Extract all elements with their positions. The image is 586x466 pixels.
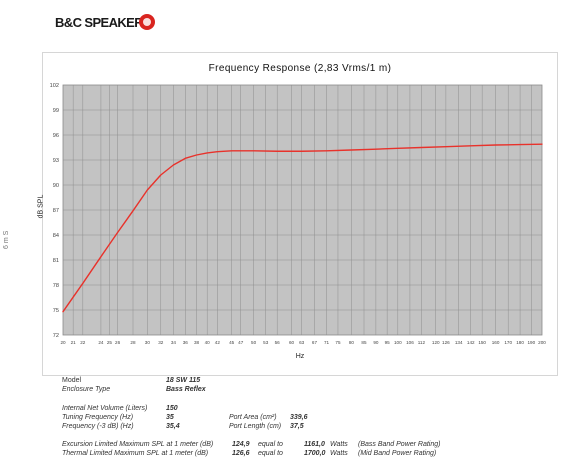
x-tick-label: 80	[349, 340, 355, 345]
x-tick-label: 36	[183, 340, 189, 345]
logo-text: B&C SPEAKERS	[55, 15, 152, 30]
x-tick-label: 95	[385, 340, 391, 345]
spec-model-value: 18 SW 115	[166, 377, 201, 384]
y-tick-label: 72	[53, 333, 59, 339]
x-tick-label: 100	[394, 340, 402, 345]
spec-port-length-value: 37,5	[290, 423, 304, 430]
chart-card: Frequency Response (2,83 Vrms/1 m) dB SP…	[37, 52, 558, 376]
spec-f3-value: 35,4	[166, 423, 180, 430]
y-tick-label: 93	[53, 158, 59, 164]
spec-excursion-value: 124,9	[232, 441, 250, 448]
spec-excursion-unit: Watts	[330, 441, 348, 448]
x-tick-label: 170	[504, 340, 512, 345]
x-tick-label: 32	[158, 340, 164, 345]
spec-excursion-equal: equal to	[258, 441, 283, 448]
spec-model-label: Model	[62, 377, 82, 384]
x-tick-label: 47	[238, 340, 244, 345]
y-tick-label: 75	[53, 308, 59, 314]
spec-port-area-label: Port Area (cm²)	[229, 414, 277, 421]
x-tick-label: 56	[275, 340, 281, 345]
spec-port-length-label: Port Length (cm)	[229, 423, 282, 430]
x-tick-label: 106	[406, 340, 414, 345]
spec-thermal-value: 126,6	[232, 450, 250, 457]
x-tick-label: 30	[145, 340, 151, 345]
response-curve-line	[62, 143, 543, 313]
x-axis-label: Hz	[295, 353, 305, 360]
x-tick-label: 50	[251, 340, 257, 345]
y-tick-label: 78	[53, 283, 59, 289]
frequency-response-plot: 20 21 22 24 25 26 28 30 32 34 36 38 40 42 45 47 50 53 56 60…	[50, 83, 547, 345]
y-tick-label: 81	[53, 258, 59, 264]
x-tick-label: 26	[115, 340, 121, 345]
x-tick-label: 90	[373, 340, 379, 345]
spec-thermal-note: (Mid Band Power Rating)	[358, 450, 437, 457]
x-tick-label: 42	[215, 340, 221, 345]
spec-port-area-value: 339,6	[290, 414, 308, 421]
spec-enclosure-value: Bass Reflex	[166, 386, 206, 393]
x-tick-label: 126	[442, 340, 450, 345]
spec-volume-value: 150	[166, 405, 178, 412]
x-tick-label: 75	[335, 340, 341, 345]
x-tick-label: 38	[194, 340, 200, 345]
y-tick-label: 87	[53, 208, 59, 214]
spec-f3-label: Frequency (-3 dB) (Hz)	[62, 423, 134, 430]
y-tick-label: 102	[50, 83, 59, 89]
x-tick-label: 63	[299, 340, 305, 345]
spec-excursion-note: (Bass Band Power Rating)	[358, 441, 441, 448]
spec-enclosure-label: Enclosure Type	[62, 386, 111, 393]
spec-thermal-label: Thermal Limited Maximum SPL at 1 meter (…	[62, 450, 209, 457]
x-tick-label: 25	[107, 340, 113, 345]
spec-volume-label: Internal Net Volume (Liters)	[62, 405, 148, 412]
x-tick-label: 22	[80, 340, 86, 345]
x-tick-label: 34	[171, 340, 177, 345]
x-tick-label: 134	[455, 340, 463, 345]
y-tick-label: 96	[53, 133, 59, 139]
spec-excursion-watts: 1161,0	[304, 441, 325, 448]
x-tick-label: 85	[361, 340, 367, 345]
x-tick-label: 45	[229, 340, 235, 345]
x-tick-label: 21	[71, 340, 77, 345]
chart-title: Frequency Response (2,83 Vrms/1 m)	[208, 63, 392, 74]
spec-excursion-label: Excursion Limited Maximum SPL at 1 meter…	[62, 441, 214, 448]
x-tick-label: 24	[98, 340, 104, 345]
brand-logo: B&C SPEAKERS	[54, 12, 158, 32]
x-tick-label: 71	[324, 340, 330, 345]
x-tick-label: 142	[467, 340, 475, 345]
x-tick-label: 20	[60, 340, 66, 345]
side-mark: 6 m S	[3, 230, 10, 249]
x-tick-label: 160	[492, 340, 500, 345]
x-tick-label: 150	[478, 340, 486, 345]
y-tick-label: 84	[53, 233, 59, 239]
x-tick-label: 180	[516, 340, 524, 345]
x-tick-label: 190	[527, 340, 535, 345]
x-tick-label: 112	[418, 340, 426, 345]
spec-tuning-label: Tuning Frequency (Hz)	[62, 414, 134, 421]
y-tick-label: 99	[53, 108, 59, 114]
y-tick-label: 90	[53, 183, 59, 189]
x-tick-label: 120	[432, 340, 440, 345]
x-tick-label: 28	[130, 340, 136, 345]
spec-tuning-value: 35	[166, 414, 174, 421]
spec-thermal-unit: Watts	[330, 450, 348, 457]
x-tick-label: 40	[205, 340, 211, 345]
x-tick-label: 67	[312, 340, 318, 345]
spec-thermal-equal: equal to	[258, 450, 283, 457]
x-tick-label: 53	[263, 340, 269, 345]
x-tick-label: 60	[289, 340, 295, 345]
spec-thermal-watts: 1700,0	[304, 450, 326, 457]
x-tick-label: 200	[538, 340, 546, 345]
